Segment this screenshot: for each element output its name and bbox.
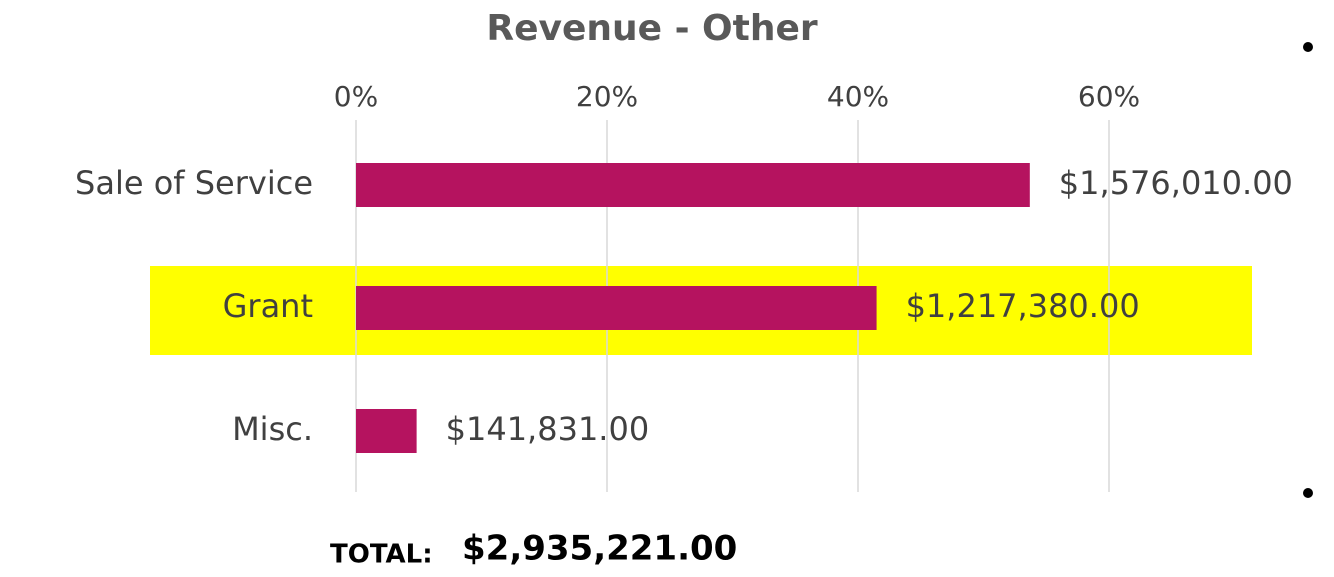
plot: Sale of Service $1,576,010.00 Grant $1,217,… [75,163,1293,453]
data-label: $1,217,380.00 [906,287,1140,325]
category-label: Grant [223,287,313,325]
bullet [1303,488,1313,498]
category-label: Sale of Service [75,164,313,202]
bar [356,409,417,453]
chart-title: Revenue - Other [486,8,818,49]
bar [356,163,1030,207]
x-tick-label: 60% [1078,80,1140,113]
bullet [1303,42,1313,52]
bar [356,286,877,330]
data-label: $141,831.00 [446,410,650,448]
data-label: $1,576,010.00 [1059,164,1293,202]
x-tick-label: 0% [334,80,378,113]
category-label: Misc. [232,410,313,448]
x-tick-label: 20% [576,80,638,113]
total-label: TOTAL: [330,540,433,570]
total-value: $2,935,221.00 [462,529,737,569]
x-tick-label: 40% [827,80,889,113]
